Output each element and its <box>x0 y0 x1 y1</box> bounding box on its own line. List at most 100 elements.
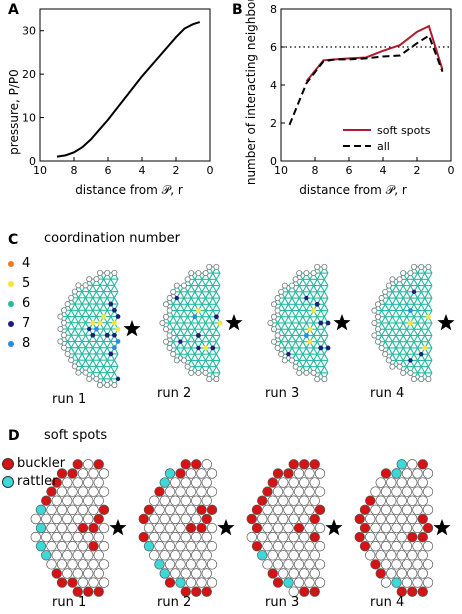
particle <box>386 495 397 506</box>
boundary-particle <box>425 376 432 383</box>
bond <box>427 360 433 367</box>
boundary-particle <box>97 382 104 389</box>
bond <box>413 272 419 280</box>
boundary-particle <box>64 301 71 308</box>
bond <box>77 328 83 336</box>
bond <box>205 360 210 367</box>
bond <box>88 303 94 311</box>
bond <box>81 322 87 330</box>
rattler-particle <box>283 577 294 588</box>
particle <box>77 468 89 479</box>
particle <box>77 486 89 497</box>
buckler-particle <box>365 495 376 506</box>
bond <box>399 353 404 361</box>
boundary-particle <box>288 282 295 289</box>
bond <box>402 297 408 305</box>
bond <box>298 297 304 305</box>
particle <box>257 513 268 525</box>
particle <box>41 531 52 543</box>
boundary-particle <box>371 332 378 339</box>
particle <box>51 495 62 506</box>
boundary-particle <box>97 269 104 276</box>
buckler-particle <box>180 586 191 597</box>
particle <box>185 577 197 588</box>
particle <box>83 531 94 543</box>
bond <box>205 297 210 305</box>
bond <box>208 322 214 330</box>
bond <box>85 353 90 361</box>
bond <box>110 359 115 367</box>
bond <box>417 322 422 330</box>
rattler-particle <box>143 541 155 552</box>
bond <box>309 285 315 293</box>
buckler-particle <box>46 486 57 497</box>
boundary-particle <box>206 376 213 383</box>
bond <box>420 335 426 342</box>
run-label-d-1: run 1 <box>52 595 87 610</box>
buckler-particle <box>309 531 320 543</box>
particle <box>401 559 413 570</box>
boundary-particle <box>270 301 277 308</box>
particle <box>386 531 397 543</box>
bond <box>427 353 433 361</box>
bond <box>316 328 322 336</box>
bond <box>420 285 426 293</box>
boundary-particle <box>162 301 169 308</box>
bond <box>284 310 289 318</box>
coordination-particle <box>115 326 121 332</box>
boundary-particle <box>270 326 277 333</box>
particle <box>391 541 402 552</box>
bond <box>85 359 90 367</box>
bond <box>287 291 293 299</box>
bond <box>323 366 329 374</box>
legend-c-item: 4 <box>8 256 30 271</box>
particle <box>417 568 428 579</box>
legend-color-dot <box>8 260 14 267</box>
bond <box>183 328 189 336</box>
particle <box>206 577 218 588</box>
bond <box>381 328 386 336</box>
bond <box>298 279 304 286</box>
legend-c-label: 4 <box>22 256 31 271</box>
bond <box>284 297 289 305</box>
particle <box>196 577 207 588</box>
particle <box>370 504 381 515</box>
bond <box>384 335 390 342</box>
bond <box>70 341 76 348</box>
boundary-particle <box>400 369 407 376</box>
bond <box>187 297 192 305</box>
bond <box>106 341 112 348</box>
bond <box>298 347 304 355</box>
bond <box>316 366 322 374</box>
bond <box>190 285 196 293</box>
y-tick-label: 0 <box>270 155 277 168</box>
bond <box>409 335 415 342</box>
bond <box>74 328 79 336</box>
bond <box>95 310 101 317</box>
bond <box>402 341 408 349</box>
boundary-particle <box>57 326 64 333</box>
particle <box>164 541 176 552</box>
particle <box>417 550 428 561</box>
bond <box>92 285 97 292</box>
bond <box>179 328 185 336</box>
bond <box>298 328 304 336</box>
bond <box>316 353 322 361</box>
legend-d-label: rattler <box>17 474 58 489</box>
contact-star-icon <box>123 320 141 337</box>
particle <box>422 486 434 497</box>
bond <box>417 304 422 311</box>
bond <box>190 304 196 311</box>
bond <box>77 359 83 367</box>
bond <box>305 360 311 367</box>
bond <box>77 291 83 299</box>
bond <box>381 316 386 324</box>
bond <box>287 341 293 349</box>
bond <box>391 285 397 293</box>
bond <box>99 341 105 348</box>
bond <box>381 304 386 311</box>
particle <box>365 531 376 543</box>
bond <box>413 366 419 374</box>
coordination-networks <box>57 263 455 389</box>
bond <box>298 322 304 330</box>
